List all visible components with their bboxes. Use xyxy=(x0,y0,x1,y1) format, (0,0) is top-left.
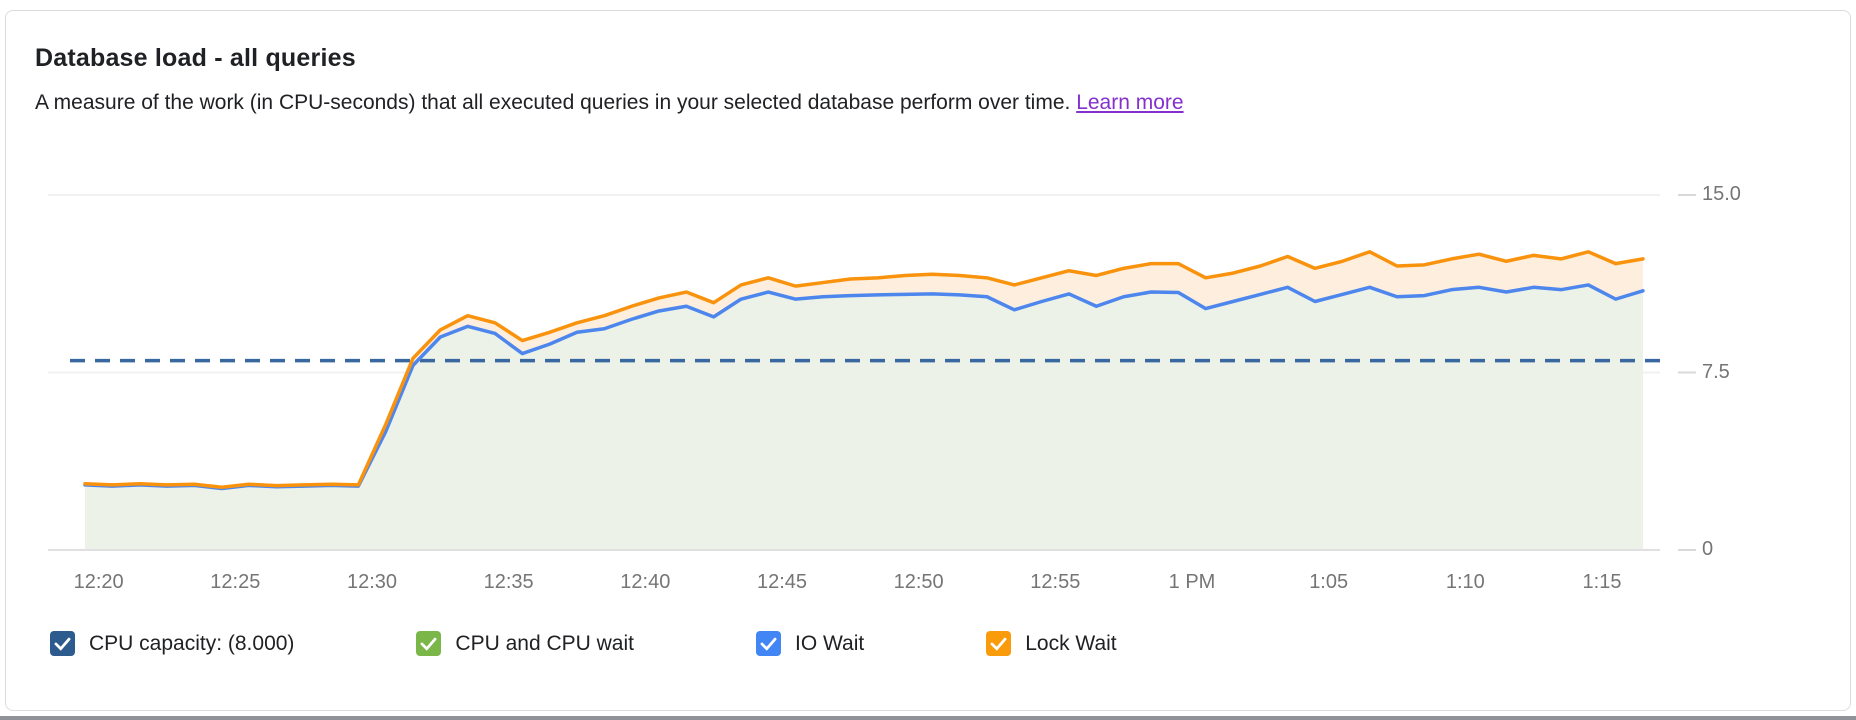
cpu-capacity-checkbox[interactable] xyxy=(50,631,75,656)
checkmark-icon xyxy=(54,637,71,651)
lock-wait-checkbox[interactable] xyxy=(986,631,1012,656)
cpu-and-cpu-wait-checkbox[interactable] xyxy=(416,631,442,656)
legend-label: Lock Wait xyxy=(1025,631,1117,655)
legend-item-io-wait[interactable]: IO Wait xyxy=(755,631,865,656)
chart-description-text: A measure of the work (in CPU-seconds) t… xyxy=(35,91,1071,114)
learn-more-link[interactable]: Learn more xyxy=(1076,91,1184,114)
io-wait-checkbox[interactable] xyxy=(755,631,781,656)
checkmark-icon xyxy=(420,637,437,651)
checkmark-icon xyxy=(760,637,777,651)
checkmark-icon xyxy=(990,637,1007,651)
legend-item-cpu-capacity[interactable]: CPU capacity: (8.000) xyxy=(50,631,294,656)
chart-description: A measure of the work (in CPU-seconds) t… xyxy=(35,91,1184,115)
legend-label: CPU and CPU wait xyxy=(455,631,634,655)
legend-label: CPU capacity: (8.000) xyxy=(89,631,295,655)
bottom-divider xyxy=(0,716,1856,720)
legend-item-lock-wait[interactable]: Lock Wait xyxy=(986,631,1117,656)
legend-item-cpu-and-cpu-wait[interactable]: CPU and CPU wait xyxy=(416,631,634,656)
page-title: Database load - all queries xyxy=(35,44,356,72)
chart-legend: CPU capacity: (8.000) CPU and CPU wait I… xyxy=(50,631,1117,656)
legend-label: IO Wait xyxy=(794,631,865,655)
